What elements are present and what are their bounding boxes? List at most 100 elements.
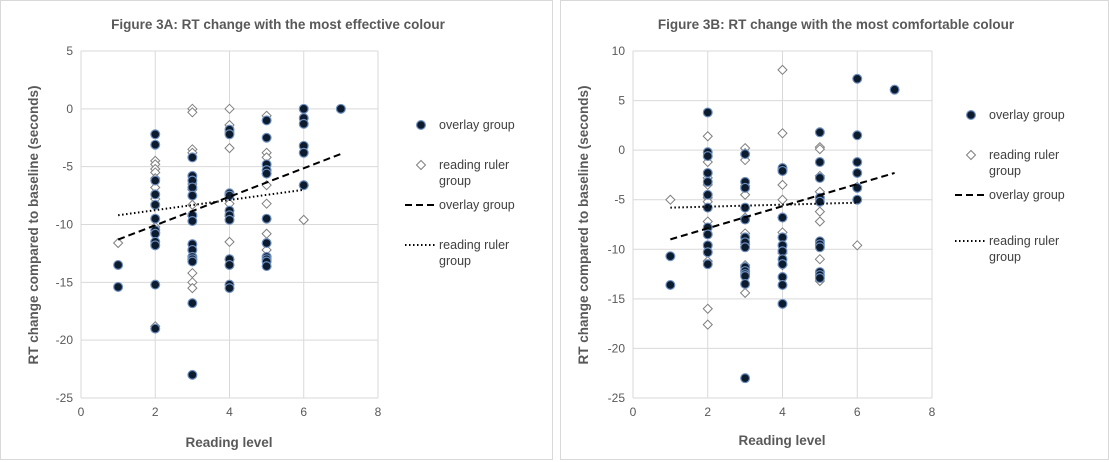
- y-tick-label: -15: [608, 292, 626, 306]
- y-tick-label: -20: [608, 341, 626, 355]
- overlay-trendline: [117, 153, 342, 241]
- overlay-point: [665, 251, 676, 262]
- x-tick-label: 6: [300, 405, 307, 419]
- overlay-point: [224, 129, 235, 140]
- overlay-point: [298, 103, 309, 114]
- overlay-point: [814, 157, 825, 168]
- reading-ruler-point: [852, 240, 863, 251]
- overlay-point: [187, 256, 198, 267]
- overlay-point: [740, 202, 751, 213]
- overlay-point: [814, 242, 825, 253]
- x-tick-label: 0: [78, 405, 85, 419]
- chart-title: Figure 3B: RT change with the most comfo…: [658, 17, 1015, 32]
- legend-entry-label: overlay group: [989, 108, 1065, 122]
- y-tick-label: 10: [612, 44, 626, 58]
- reading-ruler-point: [777, 128, 788, 139]
- overlay-point: [150, 228, 161, 239]
- y-tick-label: -5: [62, 160, 73, 174]
- x-tick-label: 8: [375, 405, 382, 419]
- overlay-point: [702, 151, 713, 162]
- x-tick-label: 4: [226, 405, 233, 419]
- overlay-point: [150, 139, 161, 150]
- overlay-point: [224, 259, 235, 270]
- overlay-point: [702, 189, 713, 200]
- overlay-point: [777, 212, 788, 223]
- overlay-point: [150, 279, 161, 290]
- reading-ruler-point: [739, 287, 751, 299]
- y-tick-label: 5: [618, 94, 625, 108]
- overlay-trendline: [670, 171, 895, 241]
- overlay-point: [702, 247, 713, 258]
- overlay-point: [814, 196, 825, 207]
- legend-entry-label: overlay group: [989, 188, 1065, 202]
- reading-ruler-point: [187, 267, 198, 279]
- legend-entry-label: reading ruler group: [439, 158, 509, 188]
- overlay-point: [224, 214, 235, 225]
- legend-entry-label: reading ruler group: [439, 238, 509, 268]
- reading-ruler-point: [814, 206, 826, 217]
- reading-ruler-point: [814, 143, 826, 155]
- legend-entry-label: overlay group: [439, 118, 515, 132]
- y-tick-label: -25: [56, 391, 74, 405]
- legend-ruler-marker: [415, 159, 427, 171]
- overlay-point: [740, 149, 751, 160]
- overlay-point: [224, 283, 235, 294]
- reading-ruler-point: [187, 282, 198, 294]
- overlay-point: [814, 127, 825, 138]
- overlay-point: [150, 213, 161, 224]
- y-axis-label: RT change compared to baseline (seconds): [576, 85, 591, 364]
- y-tick-label: 5: [66, 44, 73, 58]
- overlay-point: [777, 298, 788, 309]
- reading-ruler-point: [702, 303, 713, 314]
- reading-ruler-point: [261, 228, 272, 239]
- y-tick-label: -25: [608, 391, 626, 405]
- reading-ruler-point: [187, 107, 198, 118]
- overlay-point: [702, 176, 713, 187]
- overlay-point: [665, 279, 676, 290]
- x-tick-label: 4: [779, 405, 786, 419]
- overlay-point: [150, 175, 161, 186]
- overlay-point: [740, 373, 751, 384]
- reading-ruler-point: [261, 198, 272, 209]
- overlay-point: [261, 115, 272, 126]
- x-tick-label: 2: [704, 405, 711, 419]
- overlay-point: [702, 107, 713, 118]
- reading-ruler-trendline: [117, 188, 304, 217]
- overlay-point: [150, 240, 161, 251]
- overlay-point: [777, 259, 788, 270]
- reading-ruler-point: [777, 64, 788, 76]
- overlay-point: [852, 157, 863, 168]
- reading-ruler-point: [665, 194, 676, 205]
- legend-overlay-marker: [416, 119, 427, 130]
- overlay-point: [113, 259, 124, 270]
- legend-entry-label: reading ruler group: [989, 148, 1059, 178]
- overlay-point: [187, 182, 198, 193]
- chart-3a-svg: Figure 3A: RT change with the most effec…: [26, 17, 515, 450]
- overlay-point: [261, 132, 272, 143]
- chart-panel-3b: Figure 3B: RT change with the most comfo…: [560, 0, 1109, 460]
- overlay-point: [702, 167, 713, 178]
- reading-ruler-trendline: [670, 201, 858, 209]
- overlay-point: [702, 229, 713, 240]
- overlay-point: [150, 189, 161, 200]
- overlay-point: [852, 167, 863, 178]
- overlay-point: [298, 180, 309, 191]
- overlay-point: [261, 238, 272, 249]
- overlay-point: [261, 261, 272, 272]
- overlay-point: [150, 323, 161, 334]
- reading-ruler-point: [224, 236, 235, 248]
- x-tick-label: 0: [630, 405, 637, 419]
- legend-overlay-marker: [966, 109, 977, 120]
- y-tick-label: -10: [608, 242, 626, 256]
- overlay-point: [187, 190, 198, 201]
- overlay-point: [740, 182, 751, 193]
- reading-ruler-point: [298, 214, 309, 226]
- y-tick-label: 0: [66, 102, 73, 116]
- y-tick-label: 0: [618, 143, 625, 157]
- chart-panel-3a: Figure 3A: RT change with the most effec…: [0, 0, 553, 460]
- reading-ruler-point: [777, 194, 788, 205]
- reading-ruler-point: [187, 199, 198, 211]
- overlay-point: [113, 281, 124, 292]
- x-tick-label: 6: [854, 405, 861, 419]
